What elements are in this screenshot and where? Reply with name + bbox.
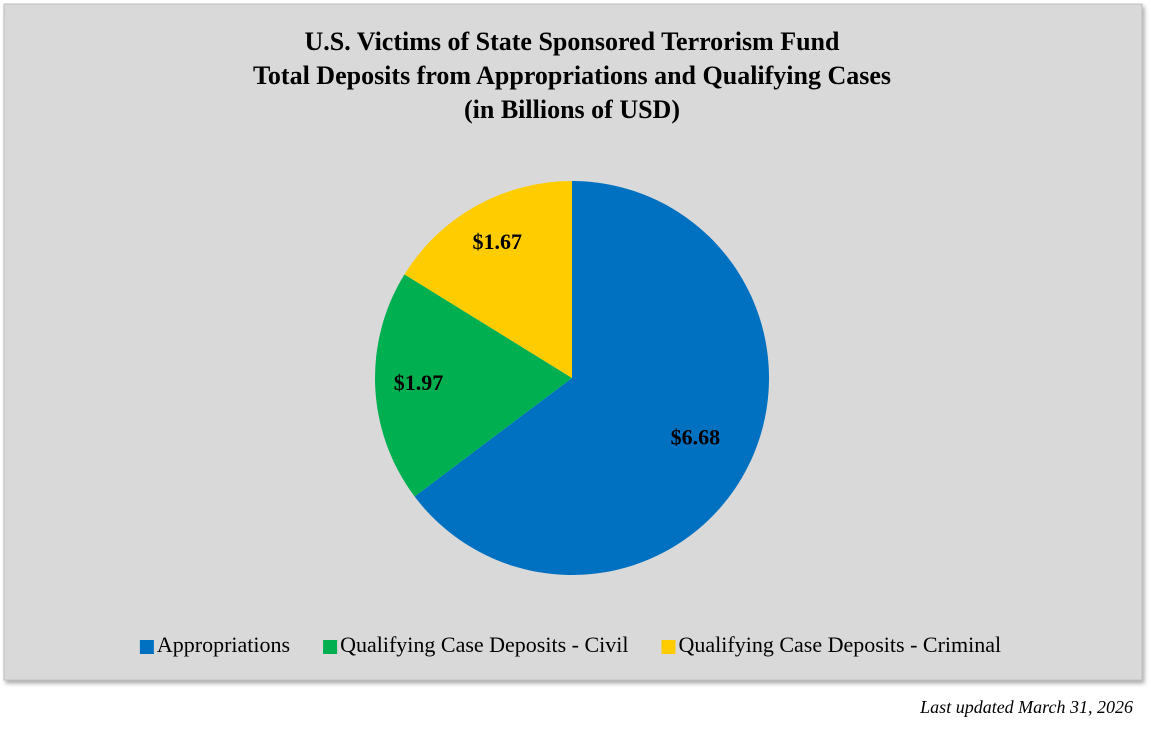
pie-slice bbox=[375, 274, 572, 497]
legend-label: Appropriations bbox=[157, 632, 290, 657]
pie-slice bbox=[414, 181, 769, 575]
legend-swatch bbox=[323, 640, 338, 654]
data-label: $6.68 bbox=[671, 425, 721, 450]
legend-swatch bbox=[661, 640, 676, 654]
legend-swatch bbox=[139, 640, 154, 654]
legend-label: Qualifying Case Deposits - Civil bbox=[340, 632, 628, 657]
data-label: $1.97 bbox=[394, 370, 444, 395]
chart-title: Total Deposits from Appropriations and Q… bbox=[253, 61, 891, 90]
chart-title: U.S. Victims of State Sponsored Terroris… bbox=[305, 27, 841, 56]
pie-slice bbox=[404, 181, 572, 378]
legend-label: Qualifying Case Deposits - Criminal bbox=[679, 632, 1002, 657]
footnote: Last updated March 31, 2026 bbox=[919, 697, 1133, 717]
chart-title: (in Billions of USD) bbox=[464, 95, 680, 124]
data-label: $1.67 bbox=[472, 229, 522, 254]
